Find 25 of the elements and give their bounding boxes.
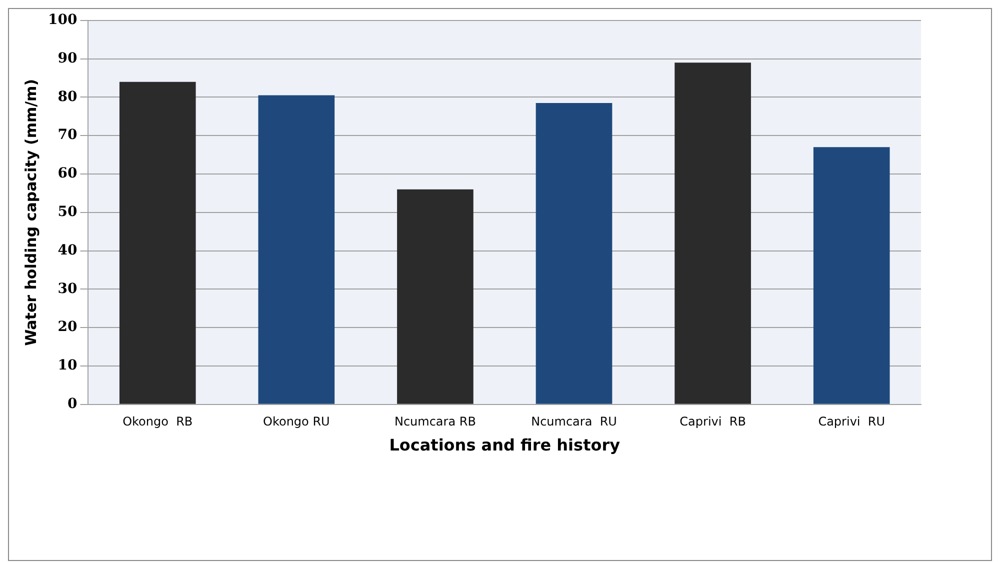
y-tick-label: 100 xyxy=(48,12,78,28)
y-tick-label: 40 xyxy=(58,242,78,258)
bar xyxy=(536,102,612,404)
bar xyxy=(397,189,474,404)
y-tick-label: 70 xyxy=(58,127,78,144)
x-axis-title: Locations and fire history xyxy=(389,436,621,455)
y-tick-label: 10 xyxy=(58,358,78,374)
x-tick-label: Caprivi RB xyxy=(680,414,746,429)
x-tick-label: Ncumcara RB xyxy=(394,414,476,429)
y-tick-label: 20 xyxy=(58,319,78,336)
y-tick-label: 30 xyxy=(58,280,78,297)
bar xyxy=(258,95,335,404)
x-tick-label: Caprivi RU xyxy=(818,414,886,429)
y-tick-label: 90 xyxy=(58,50,78,66)
bar xyxy=(119,82,196,404)
y-tick-label: 80 xyxy=(58,88,78,105)
bar xyxy=(813,147,890,404)
y-tick-label: 50 xyxy=(58,204,78,220)
y-axis-title: Water holding capacity (mm/m) xyxy=(22,78,40,346)
bar xyxy=(674,62,751,404)
y-tick-label: 60 xyxy=(58,166,78,182)
y-tick-label: 0 xyxy=(67,396,78,412)
x-tick-label: Ncumcara RU xyxy=(531,414,617,429)
x-tick-label: Okongo RB xyxy=(122,414,193,429)
x-tick-label: Okongo RU xyxy=(263,414,330,429)
